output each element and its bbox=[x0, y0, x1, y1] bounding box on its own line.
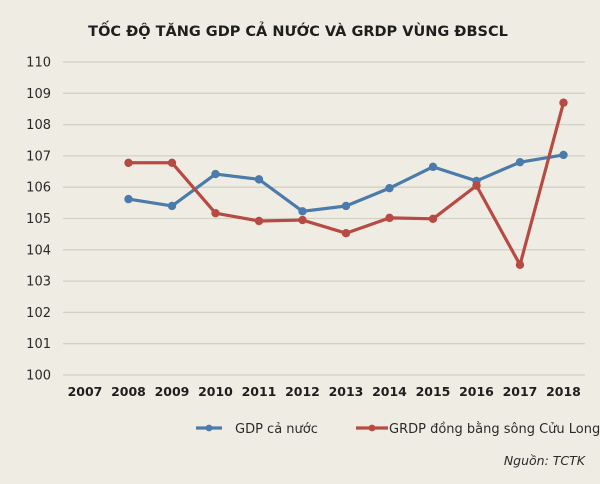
data-point bbox=[298, 207, 307, 216]
legend-marker-grdp bbox=[368, 424, 376, 432]
y-tick-label: 101 bbox=[26, 337, 51, 352]
x-tick-label: 2014 bbox=[372, 384, 407, 399]
legend-item-grdp: GRDP đồng bằng sông Cửu Long bbox=[356, 422, 600, 437]
data-point bbox=[211, 169, 220, 179]
chart-title: TỐC ĐỘ TĂNG GDP CẢ NƯỚC VÀ GRDP VÙNG ĐBS… bbox=[88, 20, 508, 40]
data-point bbox=[385, 183, 394, 193]
data-point bbox=[211, 208, 220, 218]
gridlines bbox=[63, 61, 585, 376]
data-point bbox=[428, 162, 438, 172]
x-tick-label: 2010 bbox=[198, 384, 233, 399]
data-point bbox=[515, 260, 525, 270]
x-tick-label: 2016 bbox=[459, 384, 494, 399]
y-tick-label: 100 bbox=[26, 369, 51, 384]
x-tick-label: 2017 bbox=[503, 384, 538, 399]
data-point bbox=[341, 229, 351, 238]
data-point bbox=[298, 215, 307, 225]
x-tick-label: 2018 bbox=[546, 384, 581, 399]
data-point bbox=[385, 213, 394, 223]
x-tick-label: 2008 bbox=[111, 384, 146, 399]
data-point bbox=[428, 214, 438, 224]
y-tick-label: 110 bbox=[26, 56, 51, 71]
x-tick-label: 2013 bbox=[329, 384, 364, 399]
legend: GDP cả nước GRDP đồng bằng sông Cửu Long bbox=[196, 422, 600, 437]
data-point bbox=[515, 157, 525, 167]
x-tick-label: 2011 bbox=[242, 384, 277, 399]
data-point bbox=[254, 216, 264, 226]
data-point bbox=[472, 181, 481, 190]
data-point bbox=[124, 194, 133, 204]
data-point bbox=[341, 201, 351, 211]
legend-marker-gdp bbox=[205, 424, 213, 432]
series-line bbox=[126, 101, 566, 267]
series-grdp bbox=[124, 98, 568, 270]
y-tick-label: 105 bbox=[26, 212, 51, 227]
x-axis-ticks: 2007 2008 2009 2010 2011 2012 2013 2014 2015 2016… bbox=[68, 384, 581, 399]
y-axis-ticks: 100 101 102 103 104 105 106 107 108 109 110 bbox=[26, 56, 51, 384]
series-group bbox=[124, 98, 568, 270]
legend-label-gdp: GDP cả nước bbox=[235, 422, 318, 437]
series-gdp bbox=[124, 150, 568, 216]
data-point bbox=[167, 158, 177, 167]
x-tick-label: 2015 bbox=[416, 384, 451, 399]
x-tick-label: 2012 bbox=[285, 384, 320, 399]
y-tick-label: 107 bbox=[26, 149, 51, 164]
x-tick-label: 2007 bbox=[68, 384, 103, 399]
y-tick-label: 103 bbox=[26, 275, 51, 290]
x-tick-label: 2009 bbox=[155, 384, 190, 399]
y-tick-label: 109 bbox=[26, 87, 51, 102]
data-point bbox=[559, 98, 568, 107]
data-point bbox=[167, 201, 177, 211]
data-point bbox=[559, 150, 568, 160]
data-point bbox=[254, 175, 264, 184]
legend-item-gdp: GDP cả nước bbox=[196, 422, 318, 437]
y-tick-label: 102 bbox=[26, 306, 51, 321]
legend-label-grdp: GRDP đồng bằng sông Cửu Long bbox=[389, 422, 600, 437]
y-tick-label: 104 bbox=[26, 243, 51, 258]
y-tick-label: 108 bbox=[26, 118, 51, 133]
data-point bbox=[124, 158, 133, 167]
y-tick-label: 106 bbox=[26, 181, 51, 196]
source-note: Nguồn: TCTK bbox=[504, 453, 587, 468]
